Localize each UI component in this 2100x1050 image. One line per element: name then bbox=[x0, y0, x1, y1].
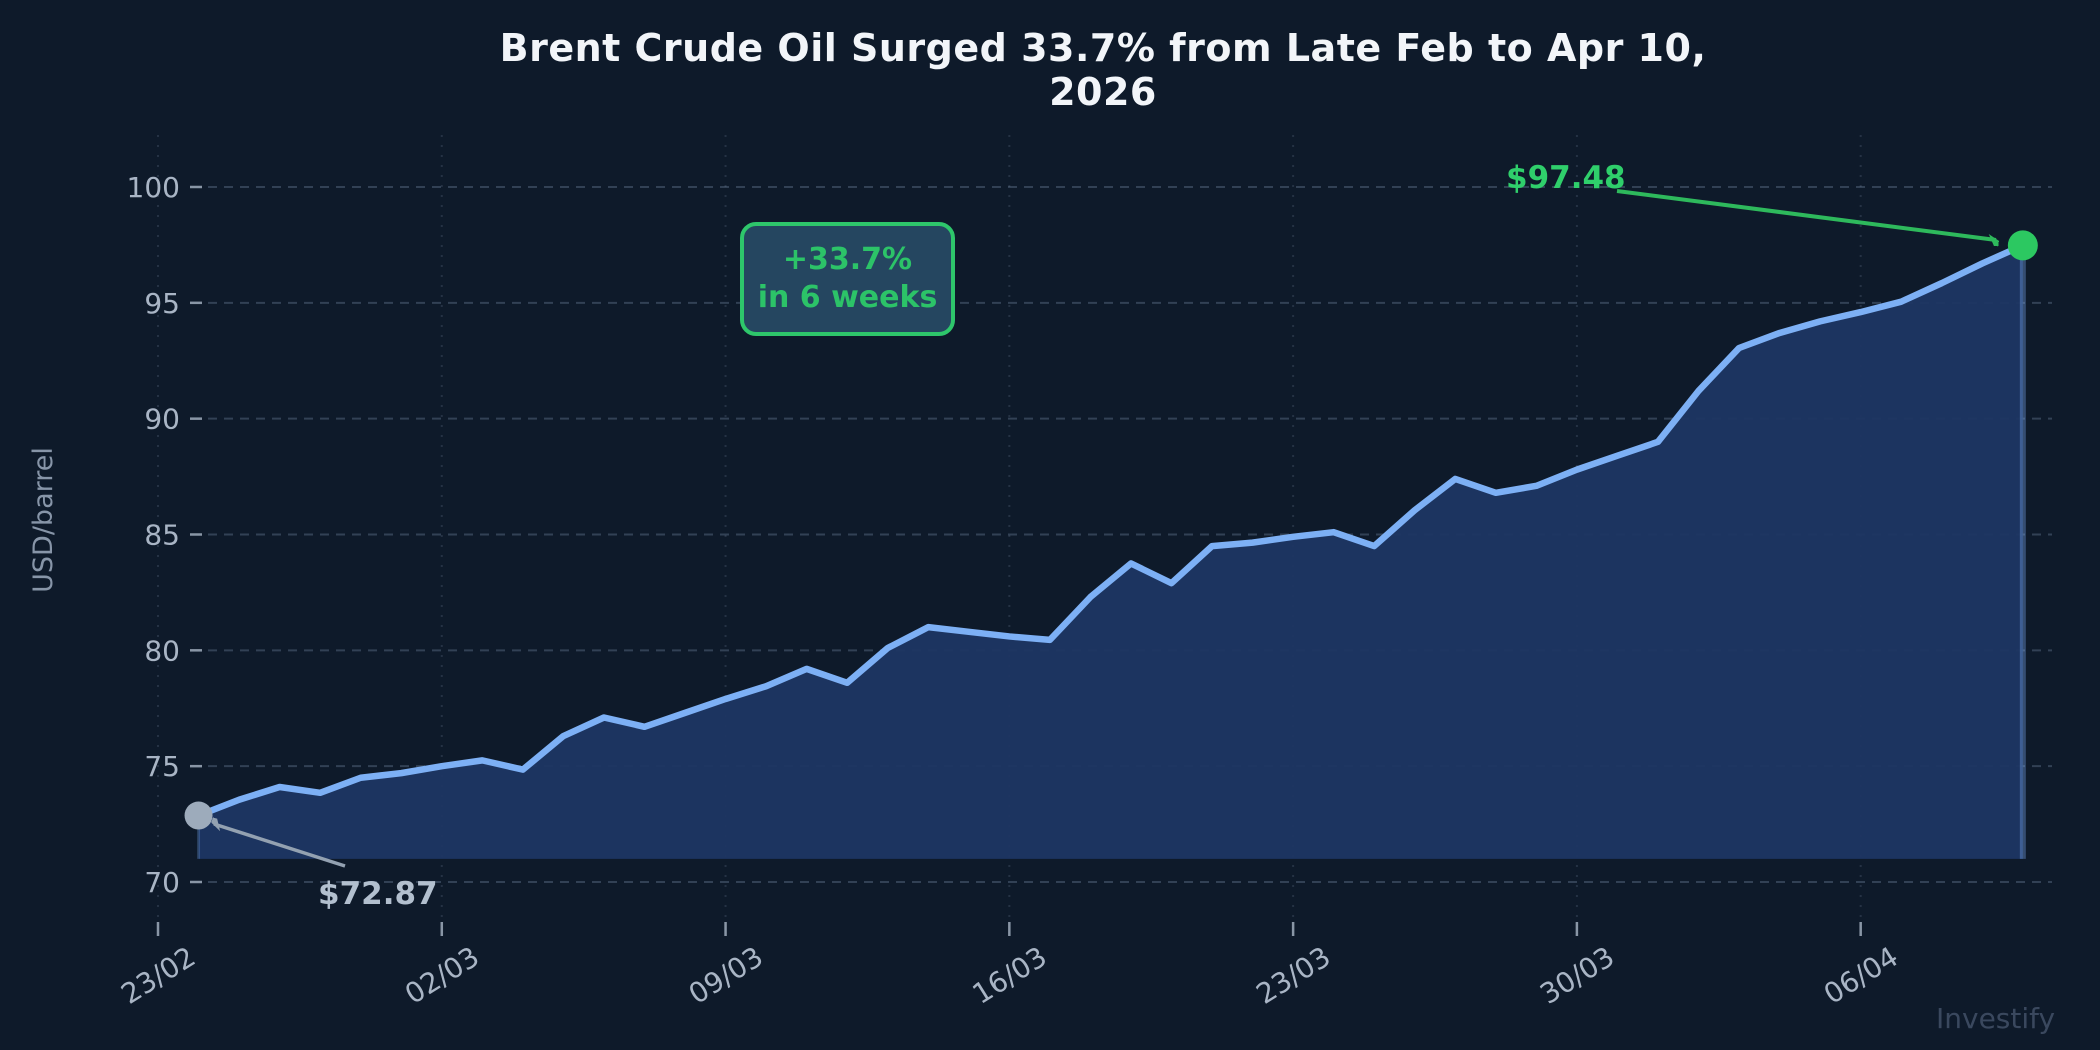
price-line bbox=[195, 242, 2027, 819]
y-tick-label: 75 bbox=[144, 750, 180, 783]
y-tick-label: 90 bbox=[144, 403, 180, 436]
x-tick-label: 23/03 bbox=[1250, 940, 1336, 1011]
x-tick-label: 02/03 bbox=[399, 940, 485, 1011]
x-tick-label: 09/03 bbox=[683, 940, 769, 1011]
x-tick-label: 30/03 bbox=[1534, 940, 1620, 1011]
gain-badge-duration: in 6 weeks bbox=[757, 280, 938, 315]
price-area-fill bbox=[198, 245, 2023, 859]
start-annotation-arrow bbox=[214, 824, 346, 868]
x-tick-label: 16/03 bbox=[967, 940, 1053, 1011]
chart-title: Brent Crude Oil Surged 33.7% from Late F… bbox=[499, 26, 1707, 114]
y-tick-label: 85 bbox=[144, 518, 180, 551]
start-price-label: $72.87 bbox=[318, 876, 438, 912]
y-tick-label: 80 bbox=[144, 634, 180, 667]
y-tick-label: 95 bbox=[144, 287, 180, 320]
watermark-investify: Investify bbox=[1936, 1002, 2056, 1035]
y-tick-label: 100 bbox=[127, 171, 180, 204]
x-tick-label: 23/02 bbox=[115, 940, 201, 1011]
end-point-dot bbox=[2007, 230, 2038, 261]
y-axis-title: USD/barrel bbox=[28, 447, 59, 593]
gain-badge-percent: +33.7% bbox=[782, 242, 913, 277]
start-point-dot bbox=[184, 801, 213, 830]
gain-badge: +33.7% in 6 weeks bbox=[740, 222, 955, 336]
end-annotation-arrow bbox=[1616, 189, 1996, 240]
y-tick-label: 70 bbox=[144, 866, 180, 899]
end-price-label: $97.48 bbox=[1506, 160, 1626, 196]
x-tick-label: 06/04 bbox=[1818, 940, 1904, 1011]
